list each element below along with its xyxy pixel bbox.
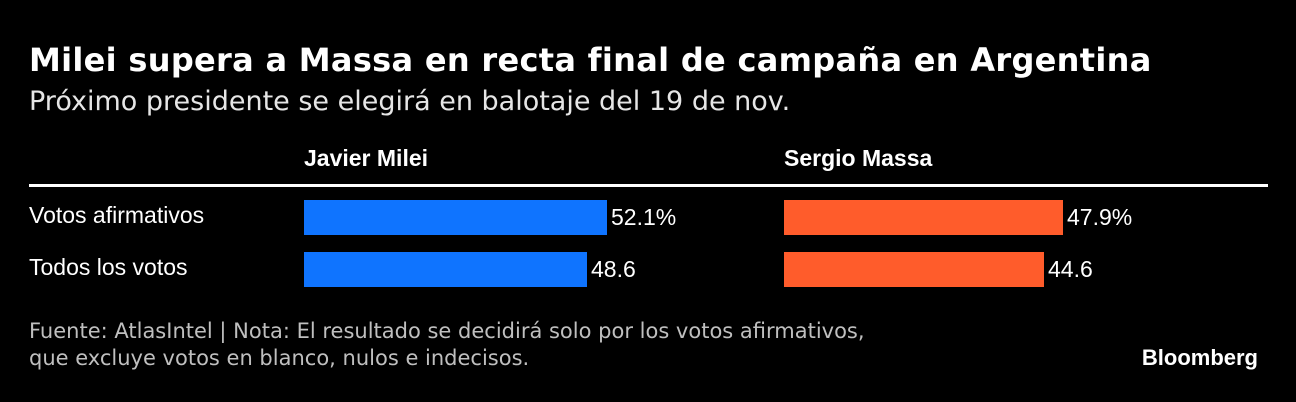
value-label-sergio-massa-todos-los-votos: 44.6	[1048, 256, 1093, 282]
footnote: Fuente: AtlasIntel | Nota: El resultado …	[29, 319, 865, 370]
value-label-sergio-massa-votos-afirmativos: 47.9%	[1067, 204, 1133, 230]
value-label-javier-milei-todos-los-votos: 48.6	[591, 256, 636, 282]
chart-title: Milei supera a Massa en recta final de c…	[29, 41, 1152, 79]
series-header-milei: Javier Milei	[304, 145, 429, 171]
bloomberg-logo: Bloomberg	[1141, 345, 1258, 370]
bar-javier-milei-todos-los-votos	[304, 252, 587, 287]
bar-javier-milei-votos-afirmativos	[304, 200, 607, 235]
row-label-todos-los-votos: Todos los votos	[29, 254, 188, 280]
series-header-massa: Sergio Massa	[784, 145, 933, 171]
bar-sergio-massa-votos-afirmativos	[784, 200, 1063, 235]
bar-sergio-massa-todos-los-votos	[784, 252, 1044, 287]
header-rule	[29, 184, 1268, 187]
value-label-javier-milei-votos-afirmativos: 52.1%	[611, 204, 677, 230]
chart-subtitle: Próximo presidente se elegirá en balotaj…	[29, 86, 791, 117]
row-label-votos-afirmativos: Votos afirmativos	[29, 202, 205, 228]
